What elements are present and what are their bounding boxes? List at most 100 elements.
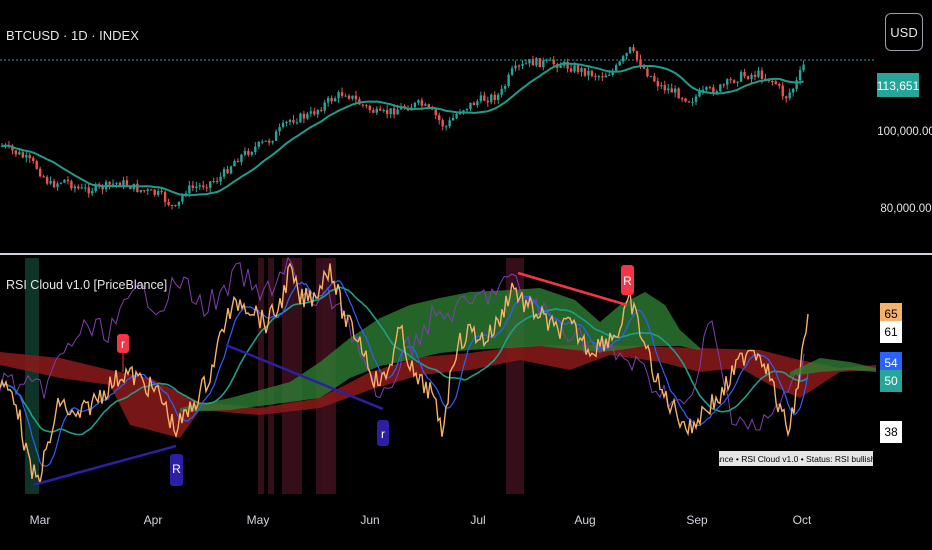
value-badge: 54	[884, 356, 898, 370]
candle-body	[209, 181, 211, 187]
time-axis-label: Apr	[144, 513, 163, 527]
candle-body	[487, 101, 489, 103]
candle-body	[570, 69, 572, 72]
candle-body	[778, 84, 780, 86]
time-axis-label: Sep	[686, 513, 708, 527]
candle-body	[115, 183, 117, 184]
candle-body	[74, 187, 76, 189]
candle-body	[580, 68, 582, 72]
candle-body	[337, 92, 339, 98]
bullish-regime-band	[25, 258, 39, 494]
price-axis-label: 100,000.00	[877, 126, 932, 138]
candle-body	[143, 190, 145, 191]
candle-body	[525, 63, 527, 64]
candle-body	[376, 109, 378, 113]
candle-body	[313, 111, 315, 114]
candle-body	[344, 96, 346, 97]
candle-body	[244, 151, 246, 155]
candle-body	[84, 187, 86, 188]
candle-body	[608, 75, 610, 76]
candle-body	[119, 183, 121, 186]
candle-body	[49, 181, 51, 184]
candle-body	[157, 191, 159, 195]
candle-body	[650, 76, 652, 77]
currency-button[interactable]: USD	[885, 13, 923, 51]
candle-body	[476, 101, 478, 105]
candle-body	[324, 102, 326, 110]
candle-body	[518, 66, 520, 67]
candle-body	[448, 120, 450, 126]
candle-body	[60, 183, 62, 184]
time-axis-label: Jul	[470, 513, 485, 527]
candle-body	[528, 59, 530, 63]
candle-body	[15, 150, 17, 154]
candle-body	[667, 88, 669, 90]
candle-body	[181, 195, 183, 201]
candle-body	[660, 85, 662, 86]
candle-body	[428, 104, 430, 107]
candle-body	[605, 75, 607, 77]
candle-body	[202, 185, 204, 187]
candle-body	[726, 79, 728, 85]
candle-body	[681, 98, 683, 99]
candle-body	[341, 92, 343, 96]
candle-body	[494, 95, 496, 100]
candle-body	[153, 190, 155, 195]
divergence-label: r	[381, 427, 385, 441]
candle-body	[167, 202, 169, 205]
candle-body	[389, 108, 391, 114]
candle-body	[63, 180, 65, 183]
candle-body	[53, 181, 55, 187]
candle-body	[317, 110, 319, 114]
candle-body	[70, 181, 72, 188]
value-badge: 65	[884, 307, 898, 321]
candle-body	[559, 66, 561, 68]
candle-body	[289, 120, 291, 122]
candle-body	[785, 96, 787, 98]
candle-body	[310, 111, 312, 113]
candle-body	[147, 190, 149, 191]
candle-body	[594, 76, 596, 77]
candle-body	[18, 152, 20, 154]
candle-body	[514, 66, 516, 69]
candle-body	[788, 92, 790, 98]
candle-body	[782, 86, 784, 97]
symbol-title: BTCUSD · 1D · INDEX	[6, 28, 139, 43]
candle-body	[546, 60, 548, 61]
divergence-label: R	[623, 274, 632, 288]
candle-body	[223, 169, 225, 177]
candle-body	[455, 114, 457, 118]
candle-body	[39, 169, 41, 176]
candle-body	[22, 152, 24, 157]
candle-body	[386, 110, 388, 114]
candle-body	[29, 155, 31, 158]
candle-body	[299, 114, 301, 123]
candle-body	[435, 110, 437, 116]
candle-body	[77, 187, 79, 189]
candle-body	[233, 161, 235, 167]
candle-body	[573, 65, 575, 71]
candle-body	[740, 72, 742, 82]
value-badge: 61	[884, 325, 898, 339]
candle-body	[226, 169, 228, 173]
candle-body	[601, 76, 603, 77]
value-badges: 6561545038	[880, 303, 902, 443]
moving-average-line	[2, 64, 804, 196]
candle-body	[365, 105, 367, 106]
candle-body	[490, 95, 492, 103]
candle-body	[254, 147, 256, 152]
candle-body	[643, 67, 645, 69]
value-badge: 50	[884, 374, 898, 388]
candle-body	[240, 155, 242, 162]
candle-body	[754, 75, 756, 77]
candle-body	[615, 65, 617, 70]
divergence-label: r	[121, 337, 125, 351]
candle-body	[230, 166, 232, 173]
candle-body	[438, 115, 440, 120]
candle-body	[618, 61, 620, 65]
candle-body	[195, 187, 197, 188]
indicator-pane: r R r R RSI Cloud v1.0 [PriceBlance] Pri…	[0, 258, 904, 494]
candle-body	[539, 58, 541, 67]
candle-body	[452, 118, 454, 120]
candle-body	[632, 47, 634, 51]
